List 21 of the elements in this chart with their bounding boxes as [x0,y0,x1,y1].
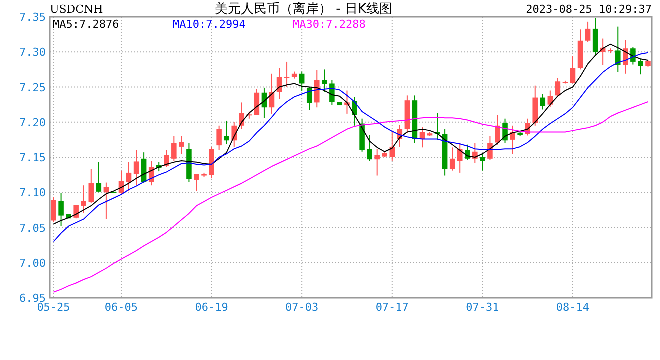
x-tick-label: 08-14 [556,301,590,314]
x-tick-label: 06-05 [104,301,138,314]
text: MA5:7.2876 [53,18,120,31]
x-tick-label: 07-03 [286,301,319,314]
x-tick-label: 07-31 [466,301,500,314]
x-tick-label: 07-17 [376,301,409,314]
y-tick-label: 7.35 [20,11,46,24]
x-tick-label: 05-25 [37,301,70,314]
text: MA10:7.2994 [173,18,246,31]
y-tick-label: 7.25 [20,81,46,94]
y-tick-label: 7.00 [20,256,46,270]
text: 2023-08-25 10:29:37 [526,3,652,16]
chart-subtitle: USDCNH [50,3,104,16]
x-tick-label: 06-19 [195,301,228,314]
y-tick-label: 7.10 [20,186,46,200]
y-tick-label: 7.20 [20,116,46,130]
chart-title: 美元人民币（离岸） - 日K线图 [215,1,392,17]
y-tick-label: 7.30 [20,46,46,60]
text: MA30:7.2288 [293,18,366,31]
y-tick-label: 7.05 [20,222,46,235]
y-tick-label: 7.15 [20,152,46,164]
